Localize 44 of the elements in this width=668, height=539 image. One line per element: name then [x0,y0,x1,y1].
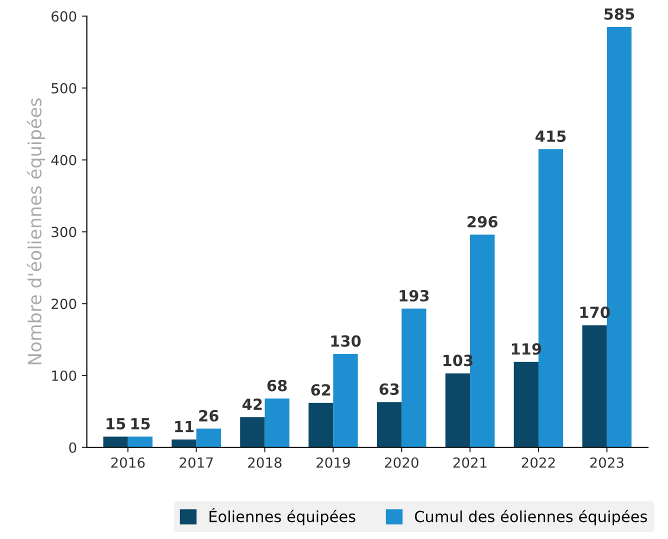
data-label: 63 [380,383,399,395]
y-tick-label: 100 [52,370,76,381]
data-label: 296 [468,216,498,228]
data-label: 130 [331,335,361,347]
x-tick-label: 2019 [316,457,350,468]
bar [333,354,358,448]
bar [240,417,265,448]
x-tick-label: 2021 [453,457,486,468]
legend-label: Cumul des éoliennes équipées [414,510,647,526]
data-label: 15 [106,418,126,430]
bar [582,325,607,448]
data-label: 26 [199,410,218,422]
bar [128,436,153,448]
bar [308,402,334,448]
bar [376,402,402,448]
bar [264,398,290,448]
data-label: 585 [604,8,634,20]
bar [445,373,470,448]
x-tick-label: 2023 [590,457,624,468]
data-label: 193 [400,290,429,302]
y-tick-label: 600 [52,11,76,22]
x-tick-label: 2016 [111,457,145,468]
y-tick-label: 0 [69,442,76,453]
x-tick-label: 2022 [522,457,555,468]
y-tick-label: 500 [52,83,76,94]
bar [402,308,426,448]
y-axis-title: Nombre d'éoliennes équipées [26,98,46,364]
x-tick-label: 2020 [384,457,418,468]
bar [103,436,128,448]
data-label: 68 [267,380,287,392]
y-tick-label: 300 [52,226,76,238]
x-tick-label: 2018 [248,457,282,468]
data-label: 11 [175,420,194,432]
legend-label: Éoliennes équipées [210,508,356,526]
y-tick-label: 400 [51,154,76,166]
data-label: 15 [131,418,150,430]
data-label: 415 [536,130,566,142]
bar [196,428,221,448]
y-tick-label: 200 [52,298,76,310]
bar [514,362,538,448]
x-tick-label: 2017 [180,457,213,468]
bar [172,439,196,448]
data-label: 62 [311,384,330,396]
data-label: 42 [242,398,262,410]
